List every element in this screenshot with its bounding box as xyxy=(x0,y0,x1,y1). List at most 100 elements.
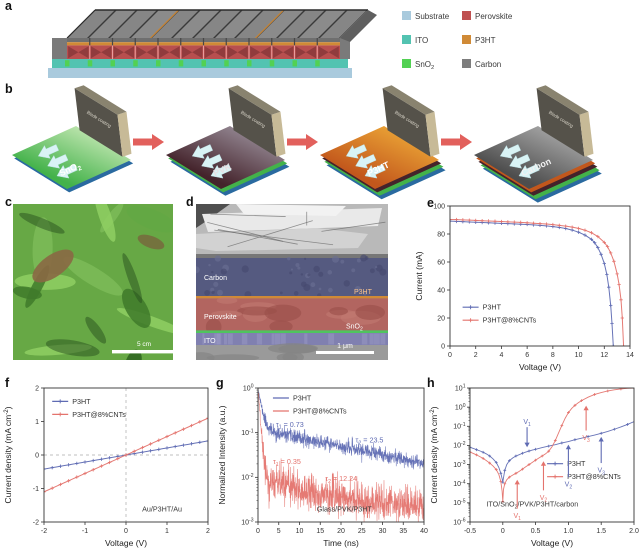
svg-text:12: 12 xyxy=(600,352,608,359)
svg-text:P3HT@8%CNTs: P3HT@8%CNTs xyxy=(483,316,537,325)
svg-text:30: 30 xyxy=(379,528,387,535)
svg-text:-2: -2 xyxy=(33,519,39,526)
svg-text:20: 20 xyxy=(337,528,345,535)
svg-text:2.0: 2.0 xyxy=(629,528,639,535)
svg-text:60: 60 xyxy=(437,259,445,266)
svg-text:1: 1 xyxy=(35,419,39,426)
svg-text:10-3: 10-3 xyxy=(453,460,465,469)
svg-text:10-4: 10-4 xyxy=(453,479,465,488)
svg-text:0: 0 xyxy=(256,528,260,535)
svg-text:100: 100 xyxy=(433,203,445,210)
svg-text:4: 4 xyxy=(499,352,503,359)
svg-text:P3HT: P3HT xyxy=(354,289,373,296)
process-arrow xyxy=(287,134,318,150)
svg-text:10-2: 10-2 xyxy=(241,473,253,482)
chart-svg-h: -0.5 0 0.5 1.0 1.5 2.0 10-6 10-5 10-4 10-3 10-2 10-… xyxy=(429,384,639,548)
svg-text:5: 5 xyxy=(277,528,281,535)
panel-a-label: a xyxy=(5,0,12,13)
svg-text:τ2 = 12.24: τ2 = 12.24 xyxy=(325,474,357,485)
svg-text:P3HT: P3HT xyxy=(475,36,496,45)
panel-f-label: f xyxy=(5,376,10,390)
chart-svg-f: -2 -1 0 1 2 -2 -1 0 1 2 Voltage (V) Current density… xyxy=(3,385,210,548)
panel-d-sem-image: Carbon P3HT Perovskite SnO2 ITO 1 μm xyxy=(196,204,388,360)
svg-text:-0.5: -0.5 xyxy=(464,528,476,535)
svg-text:-1: -1 xyxy=(82,528,88,535)
svg-text:P3HT: P3HT xyxy=(293,394,312,403)
svg-text:15: 15 xyxy=(316,528,324,535)
svg-text:20: 20 xyxy=(437,315,445,322)
scale-bar xyxy=(112,350,173,354)
scale-bar xyxy=(316,351,374,354)
svg-text:-2: -2 xyxy=(41,528,47,535)
svg-text:0: 0 xyxy=(448,352,452,359)
svg-text:SnO2: SnO2 xyxy=(415,60,434,71)
svg-text:0.5: 0.5 xyxy=(531,528,541,535)
panel-c-module-photo: 5 cm xyxy=(13,204,173,360)
svg-text:0: 0 xyxy=(501,528,505,535)
svg-text:0: 0 xyxy=(441,343,445,350)
svg-text:V2: V2 xyxy=(565,482,573,491)
svg-text:Au/P3HT/Au: Au/P3HT/Au xyxy=(142,504,182,513)
svg-text:40: 40 xyxy=(420,528,428,535)
svg-text:Carbon: Carbon xyxy=(204,275,227,282)
svg-text:Glass/PVK/P3HT: Glass/PVK/P3HT xyxy=(317,504,373,513)
svg-text:τ2 = 23.5: τ2 = 23.5 xyxy=(356,436,384,447)
svg-text:Carbon: Carbon xyxy=(475,60,501,69)
svg-text:P3HT: P3HT xyxy=(483,303,502,312)
svg-text:SnO2: SnO2 xyxy=(346,324,363,333)
svg-text:Substrate: Substrate xyxy=(415,12,450,21)
svg-text:0: 0 xyxy=(124,528,128,535)
svg-text:10-5: 10-5 xyxy=(453,498,465,507)
svg-text:100: 100 xyxy=(243,384,254,393)
panel-e-label: e xyxy=(427,196,434,210)
svg-text:Voltage (V): Voltage (V) xyxy=(105,538,147,548)
panel-g-label: g xyxy=(216,376,224,390)
svg-text:10-6: 10-6 xyxy=(453,518,465,527)
svg-text:2: 2 xyxy=(474,352,478,359)
svg-text:Current density (mA cm-2): Current density (mA cm-2) xyxy=(429,406,439,503)
svg-text:V2: V2 xyxy=(540,495,548,504)
svg-text:ITO/SnO2/PVK/P3HT/carbon: ITO/SnO2/PVK/P3HT/carbon xyxy=(486,500,578,511)
svg-text:V1: V1 xyxy=(523,419,531,428)
svg-text:Time (ns): Time (ns) xyxy=(323,538,359,548)
process-arrow xyxy=(441,134,472,150)
svg-text:10-1: 10-1 xyxy=(453,422,465,431)
svg-text:100: 100 xyxy=(455,403,466,412)
svg-text:Voltage (V): Voltage (V) xyxy=(519,362,561,372)
svg-text:ITO: ITO xyxy=(415,36,428,45)
svg-text:35: 35 xyxy=(399,528,407,535)
svg-text:8: 8 xyxy=(551,352,555,359)
svg-text:1.5: 1.5 xyxy=(596,528,606,535)
chart-svg-e: 0 2 4 6 8 10 12 14 0 20 40 60 80 100 Voltage (V) Curren… xyxy=(414,203,634,372)
svg-text:6: 6 xyxy=(525,352,529,359)
panel-d-label: d xyxy=(186,195,194,209)
svg-text:P3HT@8%CNTs: P3HT@8%CNTs xyxy=(567,472,621,481)
svg-text:P3HT: P3HT xyxy=(72,397,91,406)
svg-text:10: 10 xyxy=(575,352,583,359)
panel-a-device-schematic: Substrate ITO SnO2 Perovskite P3HT Carbon xyxy=(48,9,513,78)
svg-text:101: 101 xyxy=(455,384,466,393)
svg-text:14: 14 xyxy=(626,352,634,359)
svg-text:P3HT@8%CNTs: P3HT@8%CNTs xyxy=(72,410,126,419)
svg-text:10-3: 10-3 xyxy=(241,518,253,527)
svg-text:2: 2 xyxy=(35,385,39,392)
process-arrow xyxy=(133,134,164,150)
panel-h-label: h xyxy=(427,376,435,390)
svg-text:1.0: 1.0 xyxy=(564,528,574,535)
svg-text:Perovskite: Perovskite xyxy=(204,314,237,321)
svg-text:V3: V3 xyxy=(582,435,590,444)
svg-text:τ1 = 0.35: τ1 = 0.35 xyxy=(273,457,301,468)
svg-text:V3: V3 xyxy=(597,468,605,477)
svg-text:Voltage (V): Voltage (V) xyxy=(531,538,573,548)
svg-text:1 μm: 1 μm xyxy=(337,343,353,350)
svg-text:Perovskite: Perovskite xyxy=(475,12,513,21)
svg-text:P3HT@8%CNTs: P3HT@8%CNTs xyxy=(293,407,347,416)
svg-text:10-1: 10-1 xyxy=(241,428,253,437)
svg-text:80: 80 xyxy=(437,231,445,238)
